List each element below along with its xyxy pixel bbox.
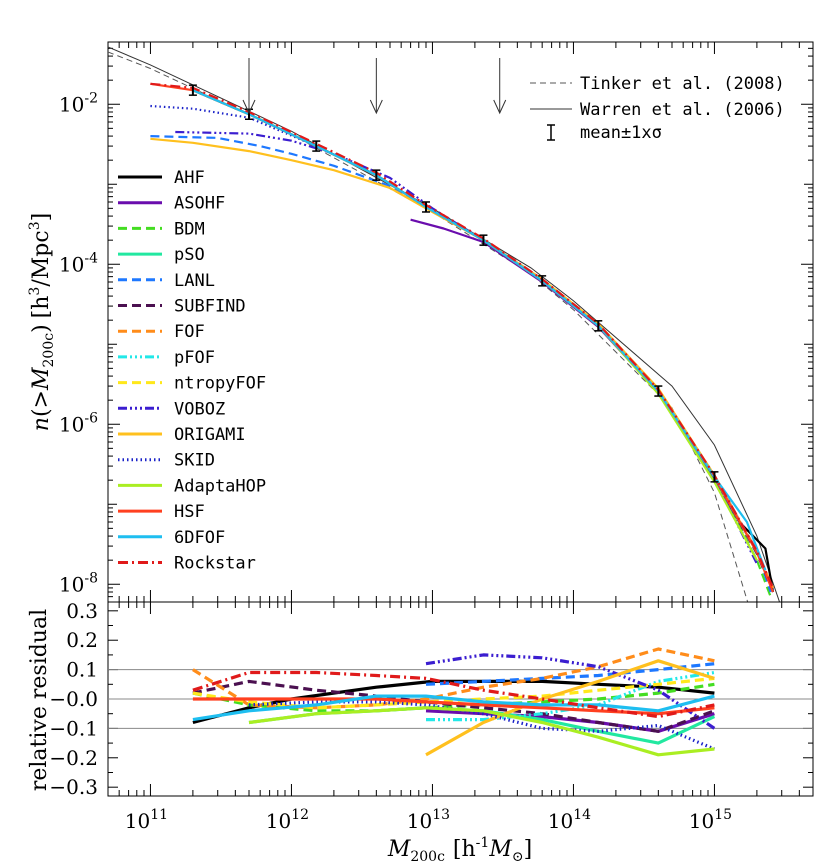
reference-legend-errorbar-swatch	[547, 124, 555, 141]
legend-label-subfind: SUBFIND	[174, 297, 246, 317]
bottom-y-tick-label: −0.1	[49, 716, 98, 740]
svg-text:n(>M200c)[h3/Mpc3]: n(>M200c)[h3/Mpc3]	[27, 213, 57, 431]
residual-line-rockstar	[192, 670, 715, 719]
resolution-arrow-head	[369, 99, 383, 115]
legend-label-skid: SKID	[174, 451, 215, 471]
reference-legend-tinker-label: Tinker et al. (2008)	[580, 74, 785, 94]
bottom-panel: 1011 1012 1013 1014 1015 0.3 0.2 0.1 −0.0 −0.1 −0.…	[49, 599, 814, 833]
bottom-y-axis-label: relative residual	[27, 609, 52, 791]
reference-legend-errorbar-label: mean±1xσ	[580, 123, 662, 143]
top-y-tick-label: 10-2	[59, 90, 98, 116]
residual-line-subfind	[192, 679, 715, 733]
x-tick-label: 1012	[266, 807, 309, 833]
x-tick-label: 1013	[407, 807, 450, 833]
bottom-y-tick-label: −0.3	[49, 775, 98, 799]
residual-line-lanl	[425, 662, 715, 686]
legend-label-origami: ORIGAMI	[174, 425, 246, 445]
legend-label-asohf: ASOHF	[174, 194, 225, 214]
residual-line-6dfof	[192, 694, 715, 722]
residual-line-pfof	[426, 670, 715, 722]
top-y-tick-label: 10-4	[59, 250, 98, 276]
finder-legend: AHF ASOHF BDM pSO LANL SUBFIND FOF pFOF ntropyFO…	[118, 168, 266, 574]
legend-label-voboz: VOBOZ	[174, 399, 225, 419]
resolution-arrow-head	[493, 99, 507, 115]
legend-label-fof: FOF	[174, 322, 205, 342]
top-y-tick-label: 10-8	[59, 570, 98, 596]
x-tick-label: 1014	[548, 807, 591, 833]
x-axis-label: M200c [h-1M⊙]	[387, 835, 532, 864]
legend-label-pfof: pFOF	[174, 348, 215, 368]
bottom-y-tick-label: 0.3	[66, 599, 98, 623]
residual-line-adaptahop	[248, 706, 715, 757]
bottom-y-tick-label: −0.2	[49, 746, 98, 770]
legend-label-ahf: AHF	[174, 168, 205, 188]
legend-label-6dfof: 6DFOF	[174, 528, 225, 548]
legend-label-adaptahop: AdaptaHOP	[174, 476, 266, 496]
residual-line-origami	[425, 659, 715, 757]
bottom-plot-area	[192, 647, 716, 757]
reference-legend: Tinker et al. (2008) Warren et al. (2006…	[530, 74, 785, 143]
top-y-axis-label: n(>M200c)[h3/Mpc3]	[27, 213, 57, 431]
legend-label-bdm: BDM	[174, 219, 205, 239]
top-y-tick-label: 10-6	[59, 410, 98, 436]
reference-legend-warren-label: Warren et al. (2006)	[580, 100, 785, 120]
bottom-y-tick-label: 0.2	[66, 628, 98, 652]
bottom-y-tick-label: 0.1	[66, 658, 98, 682]
x-tick-label: 1015	[689, 807, 732, 833]
legend-label-pso: pSO	[174, 245, 205, 265]
legend-label-lanl: LANL	[174, 271, 215, 291]
x-tick-label: 1011	[125, 807, 168, 833]
warren-2006-curve	[108, 46, 781, 602]
resolution-arrow-head	[242, 99, 256, 115]
bottom-y-tick-label: −0.0	[49, 687, 98, 711]
residual-line-skid	[248, 700, 716, 751]
legend-label-rockstar: Rockstar	[174, 554, 256, 574]
residual-line-voboz	[425, 653, 716, 730]
svg-text:M200c[h-1M⊙]: M200c [h-1M⊙]	[387, 835, 532, 864]
residual-line-ntropyfof	[192, 676, 715, 710]
legend-label-hsf: HSF	[174, 502, 205, 522]
legend-label-ntropyfof: ntropyFOF	[174, 374, 266, 394]
top-panel: 10-2 10-4 10-6 10-8	[59, 41, 814, 603]
